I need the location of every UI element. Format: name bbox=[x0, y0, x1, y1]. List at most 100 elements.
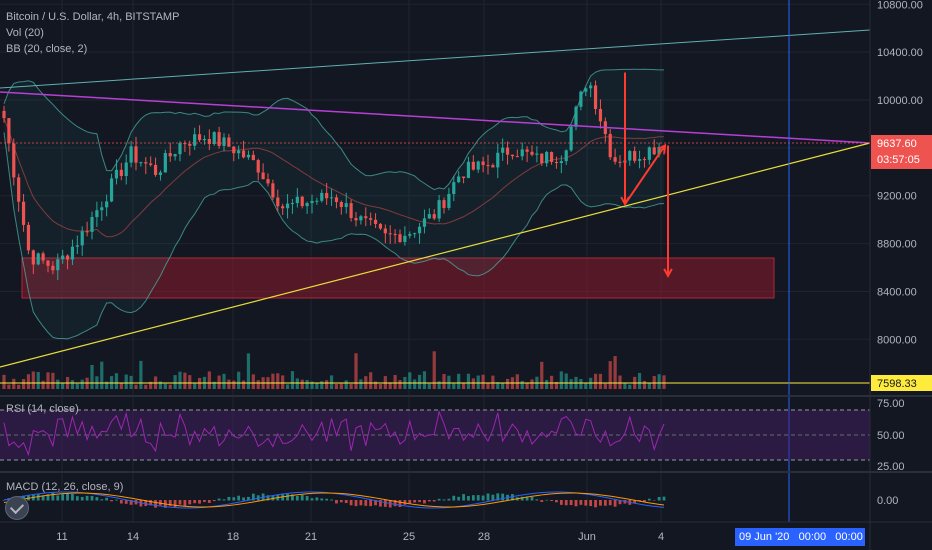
bb-upper bbox=[3, 68, 665, 191]
macd-bar bbox=[129, 500, 133, 505]
volume-bar bbox=[168, 384, 172, 389]
macd-bar bbox=[300, 494, 304, 501]
volume-bar bbox=[105, 381, 109, 389]
candle bbox=[427, 214, 431, 219]
rsi-tick: 25.00 bbox=[877, 461, 905, 473]
bollinger-bands bbox=[3, 68, 665, 340]
candle bbox=[266, 179, 270, 184]
price-tick: 8000.00 bbox=[877, 334, 917, 346]
macd-bar bbox=[80, 496, 84, 501]
volume-bar bbox=[188, 375, 192, 389]
candle bbox=[471, 161, 475, 170]
volume-bar bbox=[398, 380, 402, 389]
bb-basis bbox=[3, 117, 665, 238]
volume-bar bbox=[70, 380, 75, 389]
macd-bar bbox=[188, 500, 192, 505]
macd-bar bbox=[427, 500, 431, 502]
volume-bar bbox=[642, 380, 647, 389]
volume-bar bbox=[46, 372, 50, 389]
candle bbox=[21, 201, 26, 225]
candle bbox=[70, 246, 75, 260]
time-tick: 25 bbox=[403, 531, 415, 543]
volume-bar bbox=[339, 383, 343, 389]
support-line[interactable] bbox=[0, 142, 871, 368]
volume-bar bbox=[486, 383, 490, 389]
support-zone[interactable] bbox=[21, 257, 775, 299]
volume-bar bbox=[437, 381, 441, 389]
volume-bar bbox=[246, 353, 251, 389]
candle bbox=[383, 228, 387, 234]
macd-bar bbox=[496, 493, 500, 501]
volume-bar bbox=[139, 360, 143, 389]
volume-bar bbox=[271, 373, 275, 389]
candle bbox=[129, 146, 133, 163]
candle bbox=[261, 172, 265, 180]
rsi-line bbox=[3, 410, 665, 457]
macd-bar bbox=[520, 496, 524, 501]
candle bbox=[95, 210, 99, 218]
bollinger-indicator-label[interactable]: BB (20, close, 2) bbox=[6, 43, 88, 55]
macd-bar bbox=[61, 494, 65, 501]
resistance-line[interactable] bbox=[0, 91, 871, 144]
macd-bar bbox=[555, 500, 558, 503]
volume-bar bbox=[593, 373, 598, 389]
volume-bar bbox=[647, 383, 651, 389]
macd-bar bbox=[75, 496, 79, 501]
candle bbox=[457, 176, 461, 183]
macd-bar bbox=[594, 500, 597, 508]
volume-bar bbox=[17, 384, 21, 389]
macd-indicator-label[interactable]: MACD (12, 26, close, 9) bbox=[6, 481, 124, 493]
volume-bar bbox=[545, 380, 549, 389]
upper-channel-line[interactable] bbox=[0, 29, 871, 89]
candle bbox=[251, 154, 255, 161]
line-price-label-bg bbox=[871, 375, 932, 391]
crosshair-date: 09 Jun '20 bbox=[739, 531, 790, 543]
candle bbox=[569, 126, 573, 151]
macd-bar bbox=[511, 494, 514, 501]
current-price-label: 9637.60 bbox=[877, 138, 917, 150]
volume-bar bbox=[183, 372, 187, 389]
volume-bar bbox=[119, 383, 123, 389]
macd-bar bbox=[286, 493, 289, 501]
candle bbox=[559, 161, 563, 164]
price-axis[interactable]: 10800.0010400.0010000.009600.009200.0088… bbox=[877, 0, 923, 507]
volume-bar bbox=[320, 381, 324, 389]
macd-bar bbox=[457, 496, 461, 501]
candle bbox=[618, 161, 622, 163]
volume-bar bbox=[100, 361, 104, 389]
candles bbox=[2, 80, 666, 280]
volume-bar bbox=[36, 371, 40, 389]
macd-bar bbox=[564, 500, 568, 506]
candle bbox=[119, 169, 123, 177]
candle bbox=[237, 150, 241, 154]
time-axis[interactable]: 11 14 18 21 25 28 Jun 4 bbox=[56, 531, 664, 543]
volume-indicator-label[interactable]: Vol (20) bbox=[6, 27, 44, 39]
volume-bar bbox=[554, 381, 559, 389]
macd-bar bbox=[203, 500, 206, 502]
macd-bar bbox=[325, 498, 329, 501]
candle bbox=[197, 134, 202, 141]
volume-bar bbox=[466, 373, 471, 389]
candle bbox=[222, 137, 226, 146]
line-price-label: 7598.33 bbox=[877, 378, 917, 390]
volume-bar bbox=[598, 373, 603, 389]
volume-bar bbox=[207, 371, 211, 389]
candle bbox=[285, 203, 290, 209]
volume-bar bbox=[158, 381, 163, 389]
rsi-indicator-label[interactable]: RSI (14, close) bbox=[6, 403, 79, 415]
candle bbox=[158, 172, 163, 175]
candle bbox=[403, 235, 407, 242]
tradingview-logo-icon[interactable] bbox=[5, 496, 29, 520]
volume-bar bbox=[515, 374, 519, 389]
symbol-title[interactable]: Bitcoin / U.S. Dollar, 4h, BITSTAMP bbox=[6, 11, 180, 23]
macd-bar bbox=[90, 495, 94, 501]
candle bbox=[388, 233, 392, 235]
macd-bar bbox=[173, 500, 177, 508]
macd-bar bbox=[251, 493, 255, 501]
macd-bar bbox=[657, 496, 661, 501]
candle bbox=[207, 139, 211, 145]
macd-bar bbox=[633, 500, 637, 504]
candle bbox=[212, 132, 216, 145]
volume-bar bbox=[295, 378, 299, 389]
